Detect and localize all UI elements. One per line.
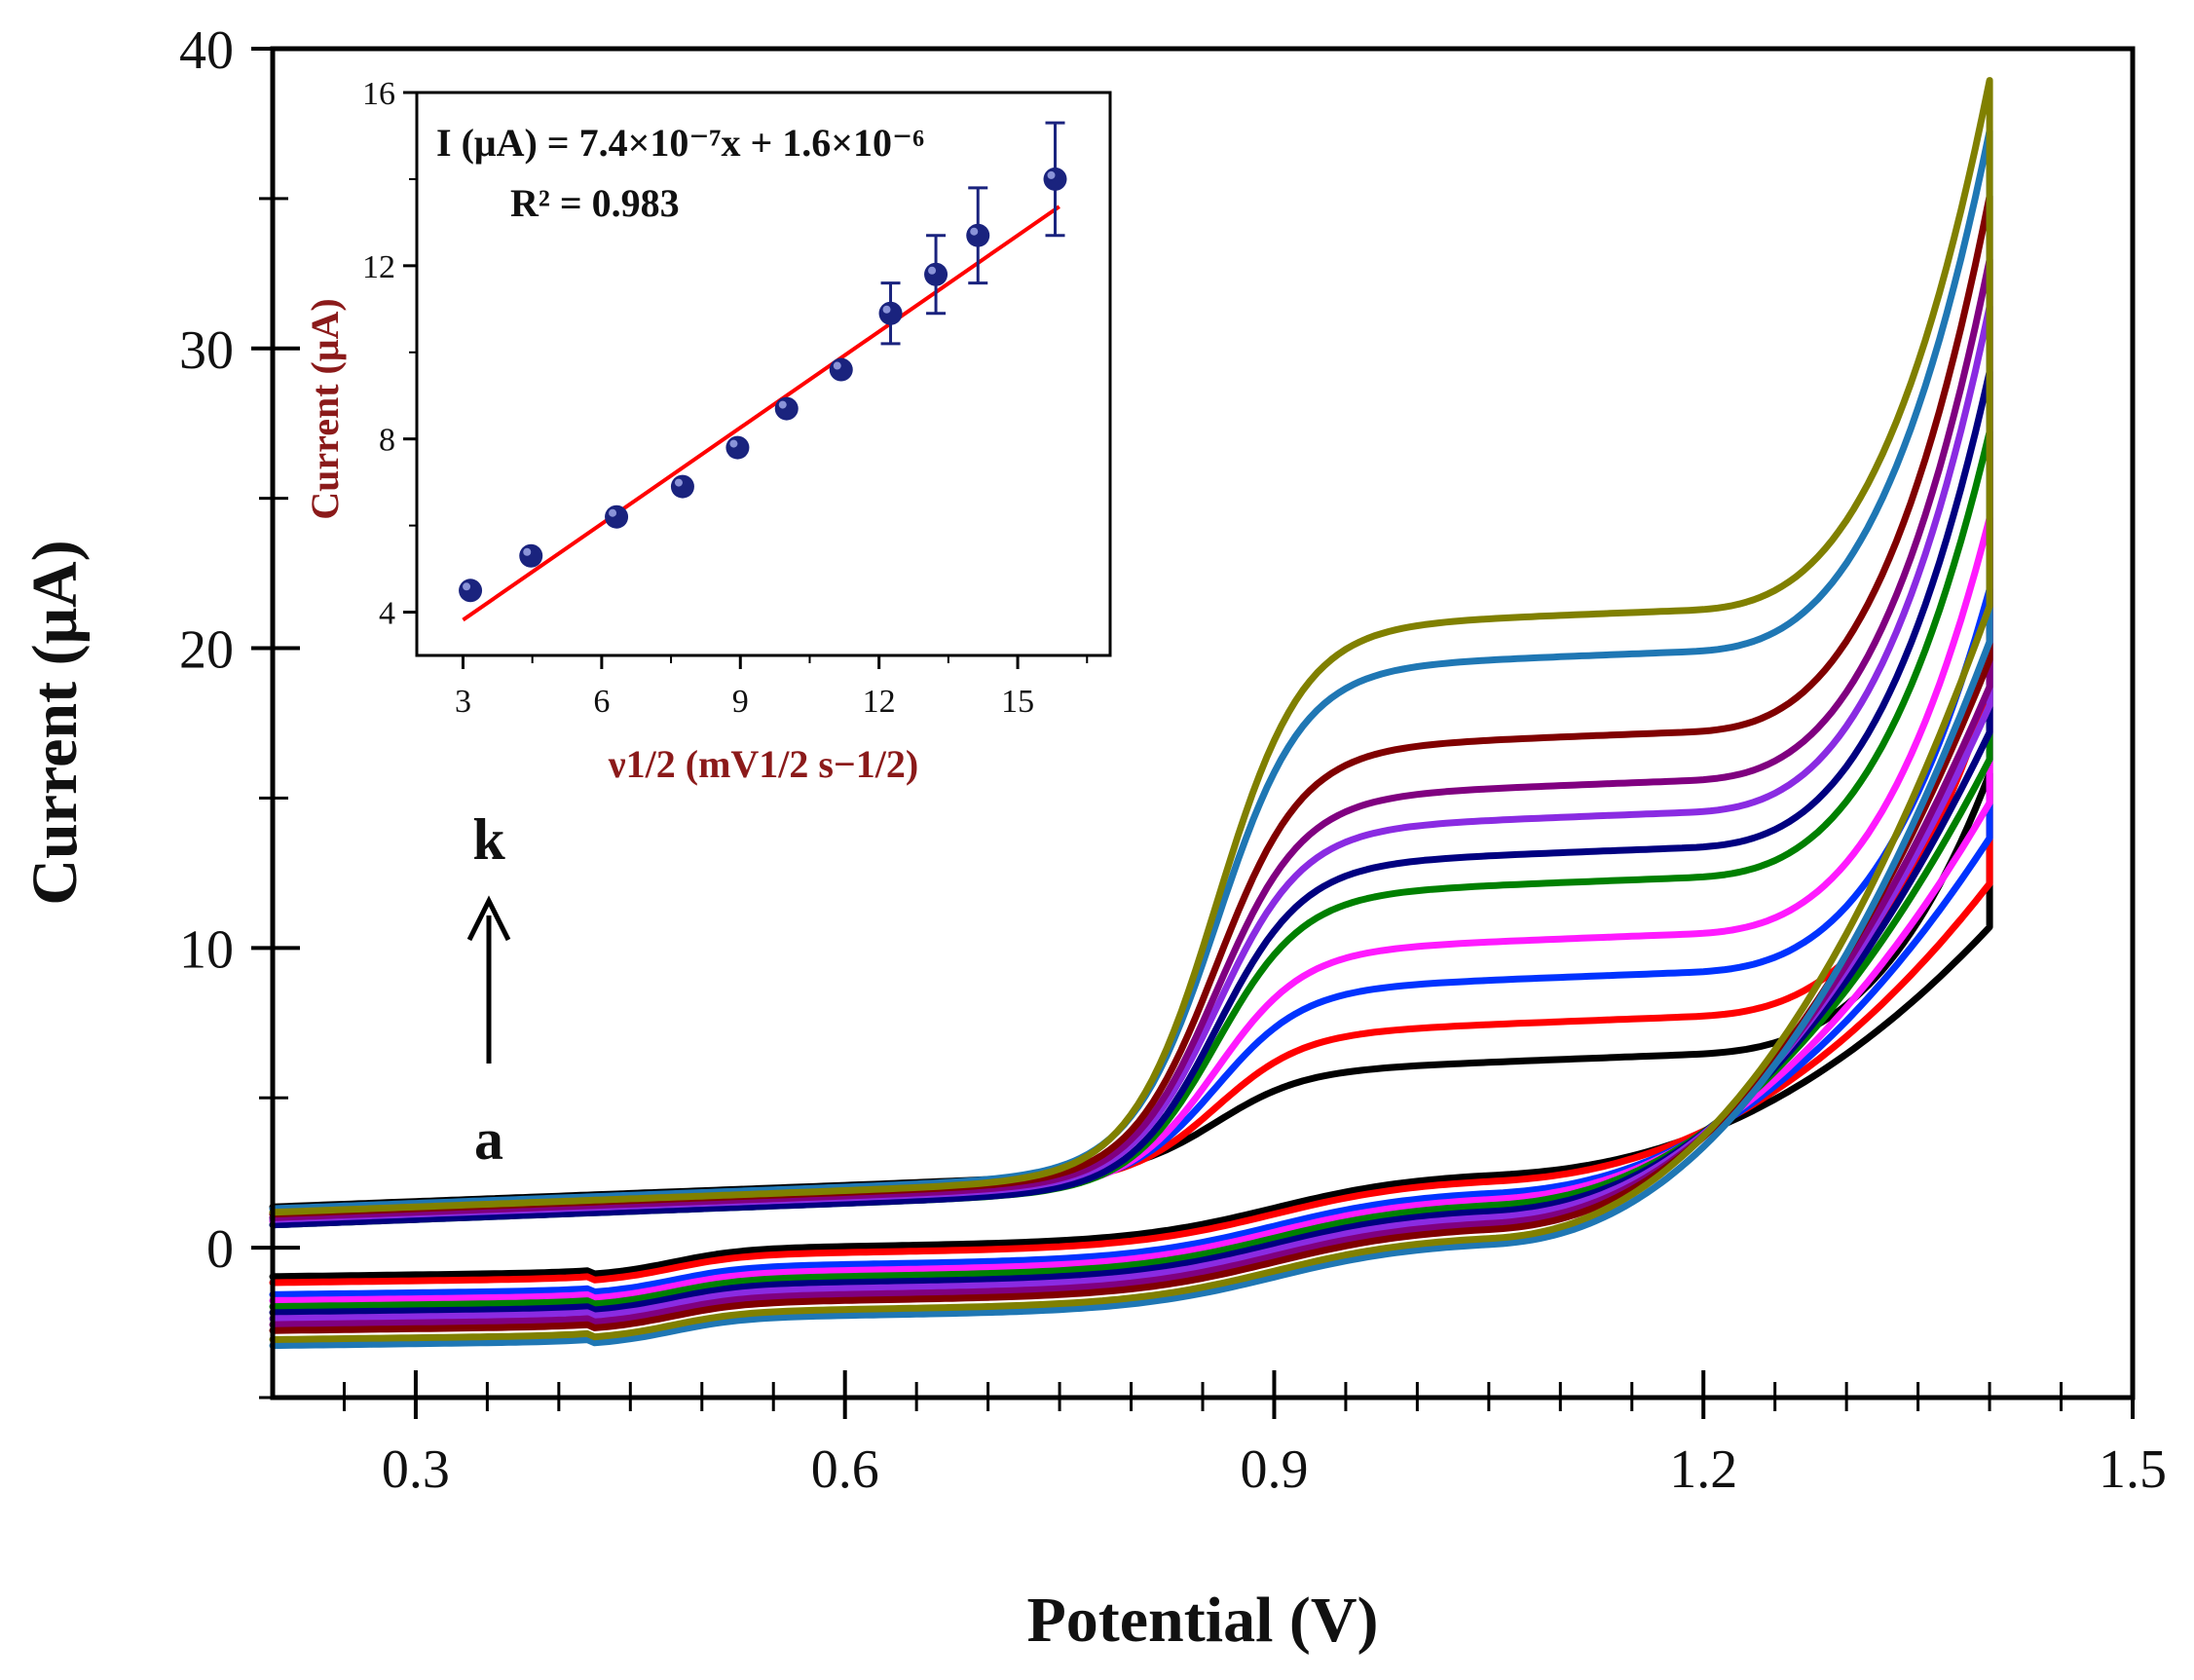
- arrow-head: [466, 895, 511, 942]
- data-point: [605, 504, 629, 529]
- inset-x-tick-label: 9: [732, 684, 749, 720]
- y-tick-label: 30: [179, 320, 234, 381]
- data-point: [670, 474, 694, 499]
- inset-x-axis: 3 6 9 12 15: [455, 655, 1089, 720]
- data-point: [924, 262, 948, 286]
- inset-x-tick-label: 15: [1001, 684, 1034, 720]
- y-tick-label: 20: [179, 620, 234, 681]
- data-point-highlight: [463, 582, 471, 591]
- cv-curve-c: [269, 585, 1993, 1298]
- inset-x-tick-label: 3: [455, 684, 471, 720]
- inset-y-tick-label: 16: [362, 76, 395, 112]
- data-point-highlight: [1047, 170, 1056, 179]
- inset-y-tick-label: 4: [379, 596, 395, 632]
- inset-plot: 3 6 9 12 15 4 8 12 16 I (μA) = 7.4×10⁻⁷x + 1.6×…: [303, 76, 1112, 786]
- inset-fit-line: [462, 205, 1060, 622]
- data-point: [878, 301, 903, 325]
- curve-label-a: a: [474, 1107, 503, 1172]
- data-point: [774, 396, 799, 421]
- curve-label-k: k: [472, 807, 505, 872]
- data-point-highlight: [833, 361, 841, 370]
- data-point: [1043, 167, 1067, 191]
- main-x-axis: 0.3 0.6 0.9 1.2 1.5: [342, 1370, 2167, 1500]
- fit-line: [462, 205, 1060, 622]
- main-y-axis-title: Current (μA): [19, 540, 91, 905]
- series-direction-arrow: [466, 895, 511, 1064]
- data-point: [966, 223, 990, 247]
- inset-equation: I (μA) = 7.4×10⁻⁷x + 1.6×10⁻⁶: [436, 121, 924, 165]
- inset-y-axis: 4 8 12 16: [362, 76, 417, 632]
- inset-r-squared: R² = 0.983: [510, 181, 680, 225]
- x-tick-label: 0.3: [382, 1439, 450, 1500]
- x-tick-label: 1.5: [2099, 1439, 2167, 1500]
- inset-y-tick-label: 8: [379, 423, 395, 459]
- data-point: [829, 357, 853, 382]
- inset-y-tick-label: 12: [362, 249, 395, 285]
- y-tick-label: 0: [206, 1219, 234, 1280]
- data-point-highlight: [729, 439, 738, 448]
- data-point-highlight: [970, 227, 979, 236]
- inset-x-tick-label: 6: [593, 684, 610, 720]
- x-tick-label: 0.9: [1240, 1439, 1308, 1500]
- data-point-highlight: [928, 266, 937, 275]
- data-point: [459, 579, 483, 603]
- main-x-axis-title: Potential (V): [1026, 1585, 1378, 1656]
- data-point-highlight: [609, 508, 617, 517]
- data-point-highlight: [674, 478, 683, 487]
- data-point-highlight: [523, 547, 532, 556]
- data-point: [725, 435, 750, 460]
- data-point-highlight: [778, 400, 787, 409]
- inset-y-axis-title: Current (μA): [303, 298, 347, 519]
- x-tick-label: 1.2: [1669, 1439, 1737, 1500]
- inset-plot-frame: [415, 91, 1112, 657]
- cv-curves: [269, 77, 1993, 1350]
- inset-x-axis-title: ν1/2 (mV1/2 s−1/2): [608, 742, 918, 786]
- data-point-highlight: [882, 305, 891, 314]
- data-point: [519, 543, 543, 568]
- x-tick-label: 0.6: [811, 1439, 879, 1500]
- inset-data-points: [459, 121, 1067, 603]
- inset-x-tick-label: 12: [863, 684, 896, 720]
- y-tick-label: 40: [179, 20, 234, 81]
- main-y-axis: 0 10 20 30 40: [179, 20, 300, 1400]
- inset-background: [417, 93, 1110, 655]
- y-tick-label: 10: [179, 919, 234, 980]
- cv-curve-k: [269, 77, 1993, 1343]
